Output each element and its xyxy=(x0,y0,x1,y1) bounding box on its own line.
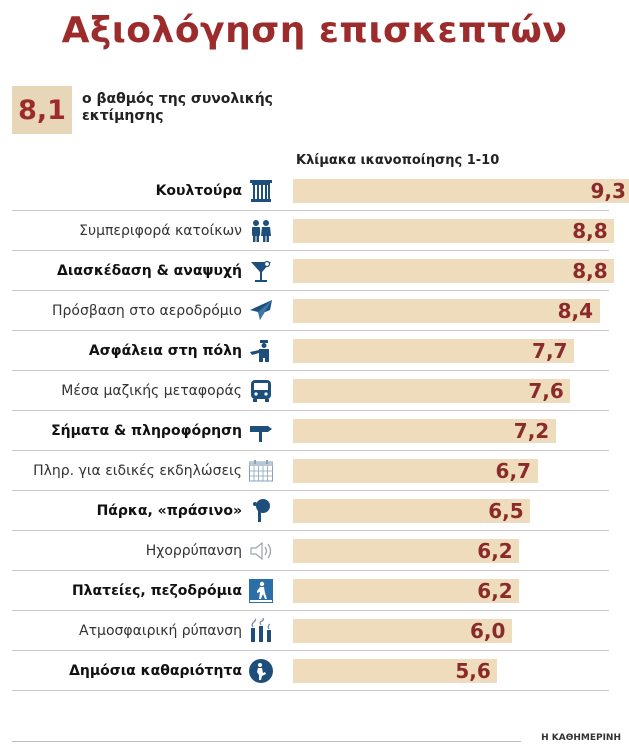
data-label: 6,2 xyxy=(477,539,513,563)
bar xyxy=(293,659,498,683)
bar xyxy=(293,539,520,563)
chart-title: Αξιολόγηση επισκεπτών xyxy=(61,10,568,51)
data-label: 6,0 xyxy=(470,619,506,643)
row-divider xyxy=(12,290,609,291)
bar xyxy=(293,259,615,283)
chart-row: Πληρ. για ειδικές εκδηλώσεις 6,7 xyxy=(0,451,629,491)
data-label: 8,4 xyxy=(557,299,594,323)
data-label: 7,6 xyxy=(528,379,564,403)
category-label: Πάρκα, «πράσινο» xyxy=(96,503,242,519)
bus-icon xyxy=(248,378,274,404)
data-label: 6,7 xyxy=(495,459,531,483)
speaker-icon xyxy=(248,538,274,564)
bar xyxy=(293,459,538,483)
chart-row: Κουλτούρα 9,3 xyxy=(0,171,629,211)
data-label: 5,6 xyxy=(455,659,491,683)
chart-row: Διασκέδαση & αναψυχή 8,8 xyxy=(0,251,629,291)
category-label: Ασφάλεια στη πόλη xyxy=(88,343,242,359)
category-label: Ατμοσφαιρική ρύπανση xyxy=(79,623,242,639)
footer-divider xyxy=(12,741,521,742)
overall-score-badge: 8,1 xyxy=(12,86,72,134)
bar xyxy=(293,299,600,323)
row-divider xyxy=(12,490,609,491)
overall-score-caption: ο βαθμός της συνολικής εκτίμησης xyxy=(82,91,273,124)
category-label: Μέσα μαζικής μεταφοράς xyxy=(61,383,242,399)
row-divider xyxy=(12,530,609,531)
chart-row: Πλατείες, πεζοδρόμια 6,2 xyxy=(0,571,629,611)
category-label: Δημόσια καθαριότητα xyxy=(69,663,242,679)
scale-label: Κλίμακα ικανοποίησης 1-10 xyxy=(296,153,500,168)
police-icon xyxy=(248,338,274,364)
row-divider xyxy=(12,210,609,211)
row-divider xyxy=(12,450,609,451)
column-icon xyxy=(248,178,274,204)
data-label: 8,8 xyxy=(572,259,608,283)
category-label: Ηχορρύπανση xyxy=(145,543,242,559)
bar xyxy=(293,219,615,243)
data-label: 6,2 xyxy=(477,579,513,603)
data-label: 6,5 xyxy=(488,499,524,523)
tree-icon xyxy=(248,498,274,524)
recycle-icon xyxy=(248,658,274,684)
row-divider xyxy=(12,410,609,411)
smokestack-icon xyxy=(248,618,274,644)
bar xyxy=(293,579,520,603)
chart-row: Πρόσβαση στο αεροδρόμιο 8,4 xyxy=(0,291,629,331)
chart-row: Πάρκα, «πράσινο» 6,5 xyxy=(0,491,629,531)
data-label: 9,3 xyxy=(590,179,626,203)
bar xyxy=(293,619,512,643)
category-label: Διασκέδαση & αναψυχή xyxy=(57,263,242,279)
chart-row: Μέσα μαζικής μεταφοράς 7,6 xyxy=(0,371,629,411)
airplane-icon xyxy=(248,298,274,324)
bar xyxy=(293,339,575,363)
category-label: Πλατείες, πεζοδρόμια xyxy=(71,583,242,599)
bar xyxy=(293,179,629,203)
data-label: 7,7 xyxy=(532,339,568,363)
category-label: Κουλτούρα xyxy=(155,183,242,199)
source-credit: Η ΚΑΘΗΜΕΡΙΝΗ xyxy=(541,733,621,743)
chart-row: Δημόσια καθαριότητα 5,6 xyxy=(0,651,629,691)
chart-row: Ασφάλεια στη πόλη 7,7 xyxy=(0,331,629,371)
row-divider xyxy=(12,610,609,611)
cocktail-icon xyxy=(248,258,274,284)
signpost-icon xyxy=(248,418,274,444)
calendar-icon xyxy=(248,458,274,484)
category-label: Σήματα & πληροφόρηση xyxy=(51,423,242,439)
category-label: Πρόσβαση στο αεροδρόμιο xyxy=(51,303,242,319)
chart-row: Σήματα & πληροφόρηση 7,2 xyxy=(0,411,629,451)
data-label: 7,2 xyxy=(513,419,550,443)
chart-row: Συμπεριφορά κατοίκων 8,8 xyxy=(0,211,629,251)
bar xyxy=(293,419,556,443)
row-divider xyxy=(12,570,609,571)
row-divider xyxy=(12,370,609,371)
bar xyxy=(293,499,531,523)
bar xyxy=(293,379,571,403)
chart-row: Ατμοσφαιρική ρύπανση 6,0 xyxy=(0,611,629,651)
chart-row: Ηχορρύπανση 6,2 xyxy=(0,531,629,571)
row-divider xyxy=(12,330,609,331)
people-icon xyxy=(248,218,274,244)
category-label: Πληρ. για ειδικές εκδηλώσεις xyxy=(33,463,242,479)
pedestrian-icon xyxy=(248,578,274,604)
row-divider xyxy=(12,650,609,651)
data-label: 8,8 xyxy=(572,219,608,243)
row-divider xyxy=(12,250,609,251)
row-divider xyxy=(12,690,609,691)
category-label: Συμπεριφορά κατοίκων xyxy=(79,223,242,239)
